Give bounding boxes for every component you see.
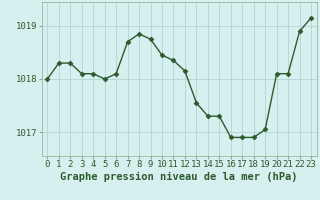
X-axis label: Graphe pression niveau de la mer (hPa): Graphe pression niveau de la mer (hPa) [60, 172, 298, 182]
